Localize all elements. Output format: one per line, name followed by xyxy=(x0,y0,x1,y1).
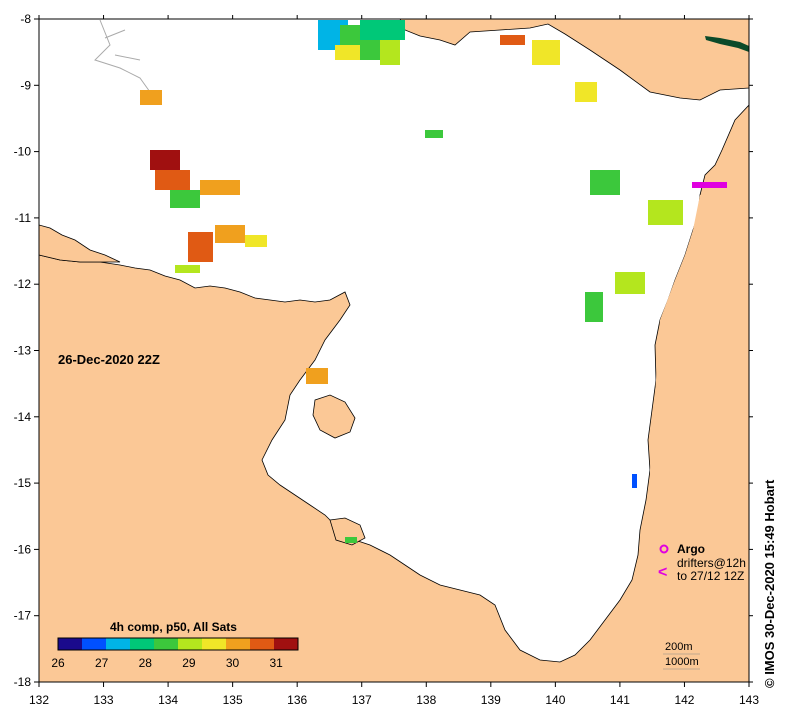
y-tick-label: -18 xyxy=(14,675,32,689)
drifters-label: drifters@12h xyxy=(677,556,746,570)
contour-200-label: 200m xyxy=(665,641,693,653)
x-tick-label: 133 xyxy=(94,693,114,707)
land-island xyxy=(312,394,356,439)
legend: Argo drifters@12h < to 27/12 12Z xyxy=(658,542,746,583)
x-tick-label: 141 xyxy=(610,693,630,707)
drifter-track xyxy=(692,182,727,188)
y-axis: -8 -9 -10 -11 -12 -13 -14 -15 -16 -17 -18 xyxy=(14,12,753,689)
colorbar: 4h comp, p50, All Sats 26 27 28 29 30 31 xyxy=(51,620,299,670)
colorbar-segment xyxy=(226,638,251,650)
colorbar-segment xyxy=(178,638,203,650)
y-tick-label: -17 xyxy=(14,609,32,623)
colorbar-segment xyxy=(250,638,275,650)
x-axis: 132 133 134 135 136 137 138 139 140 141 142 143 xyxy=(29,15,759,707)
x-tick-label: 136 xyxy=(287,693,307,707)
colorbar-tick-label: 28 xyxy=(139,656,153,670)
sst-pixels xyxy=(140,20,683,543)
x-tick-label: 134 xyxy=(158,693,178,707)
x-tick-label: 139 xyxy=(481,693,501,707)
colorbar-segment xyxy=(106,638,131,650)
credit-text: © IMOS 30-Dec-2020 15:49 Hobart xyxy=(762,479,777,688)
argo-label: Argo xyxy=(677,542,705,556)
y-tick-label: -8 xyxy=(20,12,31,26)
y-tick-label: -16 xyxy=(14,542,32,556)
y-tick-label: -12 xyxy=(14,277,32,291)
argo-marker-icon xyxy=(659,544,669,554)
colorbar-segment xyxy=(274,638,299,650)
x-tick-label: 135 xyxy=(223,693,243,707)
y-tick-label: -15 xyxy=(14,476,32,490)
y-tick-label: -9 xyxy=(20,78,31,92)
contour-legend: 200m 1000m xyxy=(663,641,700,670)
colorbar-frame xyxy=(57,637,299,651)
x-tick-label: 143 xyxy=(739,693,759,707)
colorbar-tick-label: 30 xyxy=(226,656,240,670)
land-layer xyxy=(39,19,749,682)
colorbar-segment xyxy=(58,638,83,650)
x-tick-label: 140 xyxy=(545,693,565,707)
y-tick-label: -14 xyxy=(14,410,32,424)
land-cape-york xyxy=(650,195,749,682)
river-mark xyxy=(705,36,749,52)
x-tick-label: 137 xyxy=(352,693,372,707)
colorbar-tick-label: 29 xyxy=(182,656,196,670)
y-tick-label: -11 xyxy=(15,211,32,225)
x-tick-label: 138 xyxy=(416,693,436,707)
colorbar-segment xyxy=(130,638,155,650)
colorbar-gradient xyxy=(58,638,299,650)
y-tick-label: -13 xyxy=(14,344,32,358)
land-png-coast xyxy=(399,19,749,101)
contour-1000-label: 1000m xyxy=(665,656,699,668)
date-label: 26-Dec-2020 22Z xyxy=(58,352,160,367)
colorbar-segment xyxy=(154,638,179,650)
colorbar-segment xyxy=(202,638,227,650)
y-tick-label: -10 xyxy=(14,145,32,159)
colorbar-tick-label: 27 xyxy=(95,656,109,670)
colorbar-ticks: 26 27 28 29 30 31 xyxy=(51,656,283,670)
colorbar-title: 4h comp, p50, All Sats xyxy=(110,620,237,634)
x-tick-label: 132 xyxy=(29,693,49,707)
drifters-sub: to 27/12 12Z xyxy=(677,569,744,583)
river-lines xyxy=(94,19,151,93)
colorbar-tick-label: 31 xyxy=(270,656,284,670)
land-arnhem-north xyxy=(39,224,121,263)
drifter-arrow-icon: < xyxy=(658,564,667,581)
colorbar-segment xyxy=(82,638,107,650)
colorbar-tick-label: 26 xyxy=(51,656,65,670)
x-tick-label: 142 xyxy=(674,693,694,707)
